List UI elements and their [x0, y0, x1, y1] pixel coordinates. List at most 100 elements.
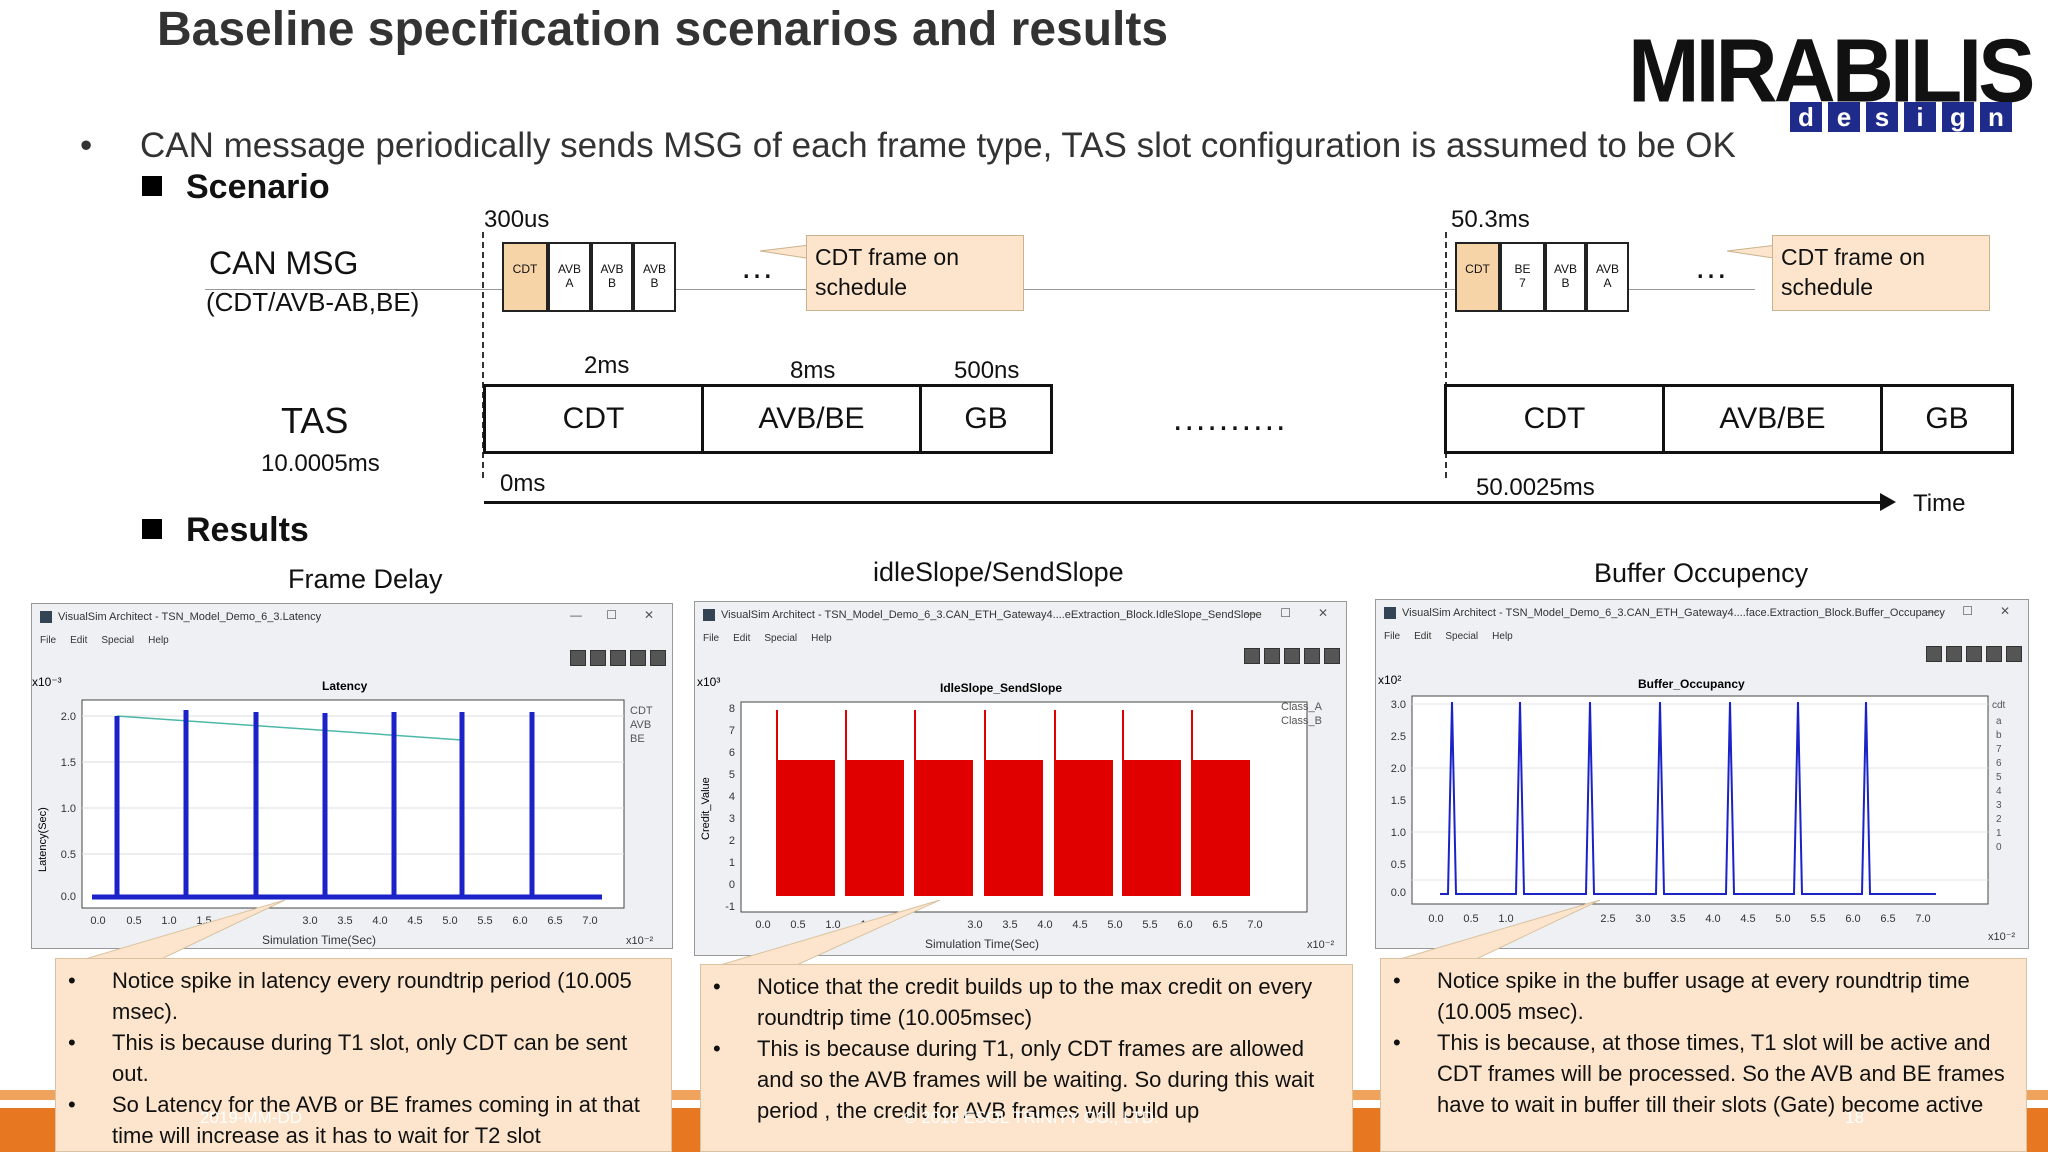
logo-design-tiles: d e s i g n	[1790, 102, 2012, 132]
result-title-idleslope: idleSlope/SendSlope	[873, 557, 1124, 587]
menu-special[interactable]: Special	[764, 632, 798, 644]
toolbar-icon[interactable]	[630, 650, 646, 666]
toolbar-icon[interactable]	[1244, 648, 1260, 664]
legend-label: CDT	[630, 705, 653, 717]
menu-edit[interactable]: Edit	[70, 634, 88, 646]
result-title-buffer: Buffer Occupency	[1594, 558, 1809, 588]
plot-title: IdleSlope_SendSlope	[940, 681, 1062, 695]
toolbar-icon[interactable]	[1966, 646, 1982, 662]
footer-page-number: 18	[1845, 1108, 1864, 1127]
toolbar-icon[interactable]	[1324, 648, 1340, 664]
toolbar-icon[interactable]	[650, 650, 666, 666]
plot-window-buffer[interactable]: VisualSim Architect - TSN_Model_Demo_6_3…	[1375, 599, 2029, 949]
minimize-icon[interactable]: —	[570, 608, 582, 622]
menu-special[interactable]: Special	[101, 634, 135, 646]
tas-label: TAS	[281, 400, 349, 441]
legend-label: 3	[1996, 800, 2002, 811]
toolbar-icon[interactable]	[570, 650, 586, 666]
y-tick: 0.5	[61, 849, 76, 861]
legend-label: AVB	[630, 719, 651, 731]
toolbar-icon[interactable]	[1264, 648, 1280, 664]
menu-help[interactable]: Help	[811, 632, 832, 644]
x-tick: 6.5	[1880, 913, 1895, 925]
toolbar-icon[interactable]	[2006, 646, 2022, 662]
ellipsis-left: …	[740, 248, 774, 286]
close-icon[interactable]: ✕	[1999, 604, 2010, 618]
time-label: Time	[1913, 490, 1966, 517]
y-tick: 6	[729, 747, 735, 759]
legend-label: 5	[1996, 772, 2002, 783]
y-tick: -1	[725, 901, 735, 913]
slide-title: Baseline specification scenarios and res…	[157, 3, 1169, 56]
close-icon[interactable]: ✕	[643, 608, 654, 622]
note-item: This is because during T1 slot, only CDT…	[68, 1027, 659, 1089]
x-tick: 6.0	[1845, 913, 1860, 925]
x-tick: 3.0	[967, 919, 982, 931]
latency-plot: Latency x10⁻³ 2.0 1.5 1.0 0.5 0.0 Latenc…	[32, 675, 654, 947]
plot-x-exponent: x10⁻²	[1307, 939, 1335, 951]
minimize-icon[interactable]: —	[1926, 604, 1938, 618]
x-tick: 3.0	[1635, 913, 1650, 925]
x-tick: 7.0	[582, 915, 597, 927]
menu-edit[interactable]: Edit	[1414, 630, 1432, 642]
maximize-icon[interactable]: ☐	[1962, 604, 1973, 618]
note-item: So Latency for the AVB or BE frames comi…	[68, 1089, 659, 1151]
window-title-bar: VisualSim Architect - TSN_Model_Demo_6_3…	[695, 602, 1346, 628]
plot-title: Buffer_Occupancy	[1638, 677, 1745, 691]
legend-label: b	[1996, 730, 2002, 741]
dashed-marker-right	[1445, 232, 1447, 478]
y-tick: 1.0	[61, 803, 76, 815]
menu-help[interactable]: Help	[148, 634, 169, 646]
note-item: Notice spike in latency every roundtrip …	[68, 965, 659, 1027]
section-scenario: Scenario	[142, 168, 330, 207]
toolbar-icon[interactable]	[590, 650, 606, 666]
frame-label: BE	[1514, 262, 1531, 276]
menu-file[interactable]: File	[1384, 630, 1401, 642]
menu-special[interactable]: Special	[1445, 630, 1479, 642]
legend-label: 7	[1996, 744, 2002, 755]
menu-file[interactable]: File	[40, 634, 57, 646]
maximize-icon[interactable]: ☐	[606, 608, 617, 622]
toolbar-icon[interactable]	[1946, 646, 1962, 662]
menu-help[interactable]: Help	[1492, 630, 1513, 642]
toolbar-icon[interactable]	[1304, 648, 1320, 664]
x-tick: 6.0	[1177, 919, 1192, 931]
toolbar-icon[interactable]	[1926, 646, 1942, 662]
frame-label: B	[650, 276, 659, 290]
legend-label: BE	[630, 733, 645, 745]
credit-bursts	[776, 710, 1250, 896]
frame-box: BE 7	[1500, 242, 1545, 312]
y-tick: 3	[729, 813, 735, 825]
logo-tile: d	[1790, 102, 1822, 132]
legend-label: 0	[1996, 842, 2002, 853]
menu-file[interactable]: File	[703, 632, 720, 644]
minimize-icon[interactable]: —	[1244, 606, 1256, 620]
note-pointer-2	[709, 900, 941, 968]
y-tick: 2	[729, 835, 735, 847]
x-tick: 5.0	[1107, 919, 1122, 931]
frame-label: A	[1603, 276, 1612, 290]
time-50-3ms: 50.3ms	[1451, 206, 1530, 233]
toolbar-icon[interactable]	[610, 650, 626, 666]
legend-label: 6	[1996, 758, 2002, 769]
x-tick: 3.5	[337, 915, 352, 927]
x-tick: 3.5	[1670, 913, 1685, 925]
menu-edit[interactable]: Edit	[733, 632, 751, 644]
x-tick: 6.5	[1212, 919, 1227, 931]
x-tick: 4.0	[1037, 919, 1052, 931]
y-axis-label: Latency(Sec)	[37, 807, 49, 872]
duration-gb: 500ns	[954, 357, 1020, 384]
toolbar-icon[interactable]	[1284, 648, 1300, 664]
close-icon[interactable]: ✕	[1317, 606, 1328, 620]
plot-window-latency[interactable]: VisualSim Architect - TSN_Model_Demo_6_3…	[31, 603, 673, 949]
y-tick: 2.5	[1391, 731, 1406, 743]
dashed-marker-left	[482, 232, 484, 478]
note-item: Notice that the credit builds up to the …	[713, 971, 1340, 1033]
x-tick: 3.5	[1002, 919, 1017, 931]
y-tick: 2.0	[61, 711, 76, 723]
toolbar-icon[interactable]	[1986, 646, 2002, 662]
plot-window-idleslope[interactable]: VisualSim Architect - TSN_Model_Demo_6_3…	[694, 601, 1347, 956]
maximize-icon[interactable]: ☐	[1280, 606, 1291, 620]
x-tick: 0.5	[126, 915, 141, 927]
time-axis	[484, 501, 1884, 504]
